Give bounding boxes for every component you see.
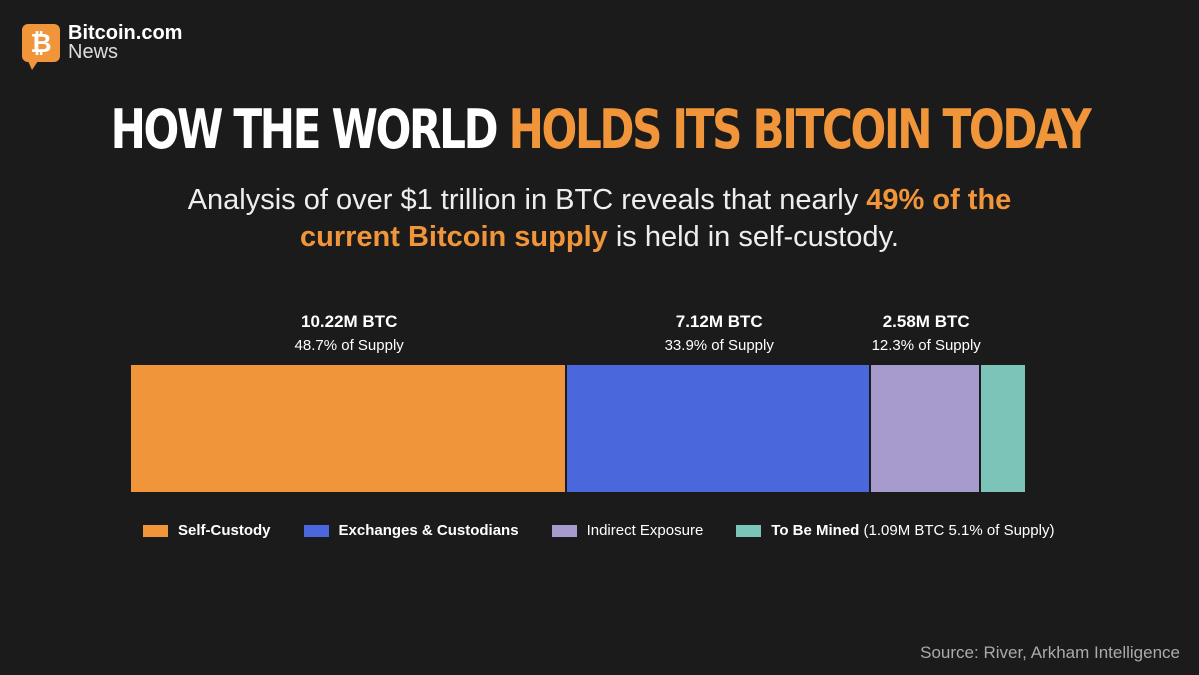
- title-part1: HOW THE WORLD: [110, 98, 509, 161]
- brand-sub: News: [68, 41, 119, 63]
- bitcoin-icon: ₿: [22, 24, 60, 70]
- data-label: 2.58M BTC 12.3% of Supply: [826, 312, 1026, 354]
- legend-label: Self-Custody: [178, 522, 271, 539]
- legend-item: Exchanges & Custodians: [303, 522, 519, 539]
- legend: Self-Custody Exchanges & Custodians Indire…: [143, 522, 1087, 539]
- subtitle-highlight: 49% of the current Bitcoin supply: [300, 184, 1012, 253]
- value-label: 10.22M BTC: [300, 312, 398, 331]
- legend-swatch: [303, 524, 329, 537]
- page-title: HOW THE WORLD HOLDS ITS BITCOIN TODAY: [110, 98, 1091, 162]
- bar-segment-1: [567, 365, 870, 492]
- stacked-bar: [131, 365, 1027, 492]
- legend-item: To Be Mined (1.09M BTC 5.1% of Supply): [736, 522, 1054, 539]
- subtitle-part2: is held in self-custody.: [607, 221, 899, 253]
- pct-label: 48.7% of Supply: [294, 337, 404, 354]
- pct-label: 12.3% of Supply: [871, 337, 981, 354]
- value-label: 2.58M BTC: [882, 312, 970, 331]
- legend-label: Indirect Exposure: [586, 522, 704, 539]
- legend-swatch: [551, 524, 577, 537]
- value-label: 7.12M BTC: [675, 312, 763, 331]
- bar-segment-3: [981, 365, 1025, 492]
- subtitle-part1: Analysis of over $1 trillion in BTC reve…: [187, 184, 867, 216]
- bar-segment-0: [131, 365, 566, 492]
- legend-item: Indirect Exposure: [551, 522, 704, 539]
- legend-swatch: [143, 524, 168, 537]
- brand-logo: ₿ Bitcoin.com News: [22, 22, 183, 70]
- source-note: Source: River, Arkham Intelligence: [920, 643, 1180, 662]
- legend-swatch: [736, 524, 762, 537]
- legend-label: To Be Mined: [771, 522, 860, 539]
- legend-item: Self-Custody: [143, 522, 271, 539]
- data-label: 10.22M BTC 48.7% of Supply: [249, 312, 449, 354]
- brand-name: Bitcoin.com: [68, 22, 183, 44]
- data-label: 7.12M BTC 33.9% of Supply: [619, 312, 819, 354]
- bar-segment-2: [871, 365, 980, 492]
- subtitle: Analysis of over $1 trillion in BTC reve…: [160, 182, 1040, 256]
- pct-label: 33.9% of Supply: [664, 337, 774, 354]
- legend-label: Exchanges & Custodians: [338, 522, 519, 539]
- legend-note: (1.09M BTC 5.1% of Supply): [863, 522, 1055, 539]
- title-highlight: HOLDS ITS BITCOIN TODAY: [508, 98, 1091, 161]
